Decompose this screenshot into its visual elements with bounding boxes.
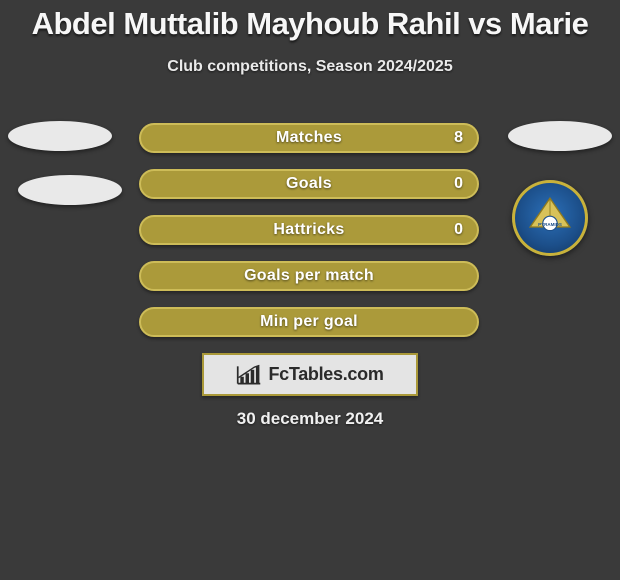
stat-label: Goals per match xyxy=(141,263,477,289)
stat-value-right: 0 xyxy=(454,171,463,197)
left-player-slot-2 xyxy=(18,175,122,205)
brand-text: FcTables.com xyxy=(268,364,383,385)
stat-bar-min-per-goal: Min per goal xyxy=(139,307,479,337)
brand-box: FcTables.com xyxy=(202,353,418,396)
snapshot-date: 30 december 2024 xyxy=(0,409,620,429)
bar-chart-icon xyxy=(236,364,262,386)
stat-bar-matches: Matches 8 xyxy=(139,123,479,153)
stat-value-right: 8 xyxy=(454,125,463,151)
page-title: Abdel Muttalib Mayhoub Rahil vs Marie xyxy=(0,0,620,42)
stat-label: Hattricks xyxy=(141,217,477,243)
right-team-logo: PYRAMIDS xyxy=(512,180,588,256)
stat-value-right: 0 xyxy=(454,217,463,243)
stat-label: Matches xyxy=(141,125,477,151)
right-player-slot-1 xyxy=(508,121,612,151)
stat-label: Min per goal xyxy=(141,309,477,335)
stats-bars: Matches 8 Goals 0 Hattricks 0 Goals per … xyxy=(139,123,479,353)
svg-text:PYRAMIDS: PYRAMIDS xyxy=(538,222,562,227)
page-subtitle: Club competitions, Season 2024/2025 xyxy=(0,58,620,76)
stat-bar-hattricks: Hattricks 0 xyxy=(139,215,479,245)
stat-bar-goals-per-match: Goals per match xyxy=(139,261,479,291)
infographic-root: Abdel Muttalib Mayhoub Rahil vs Marie Cl… xyxy=(0,0,620,580)
stat-bar-goals: Goals 0 xyxy=(139,169,479,199)
left-player-slot-1 xyxy=(8,121,112,151)
pyramids-icon: PYRAMIDS xyxy=(523,191,577,245)
stat-label: Goals xyxy=(141,171,477,197)
